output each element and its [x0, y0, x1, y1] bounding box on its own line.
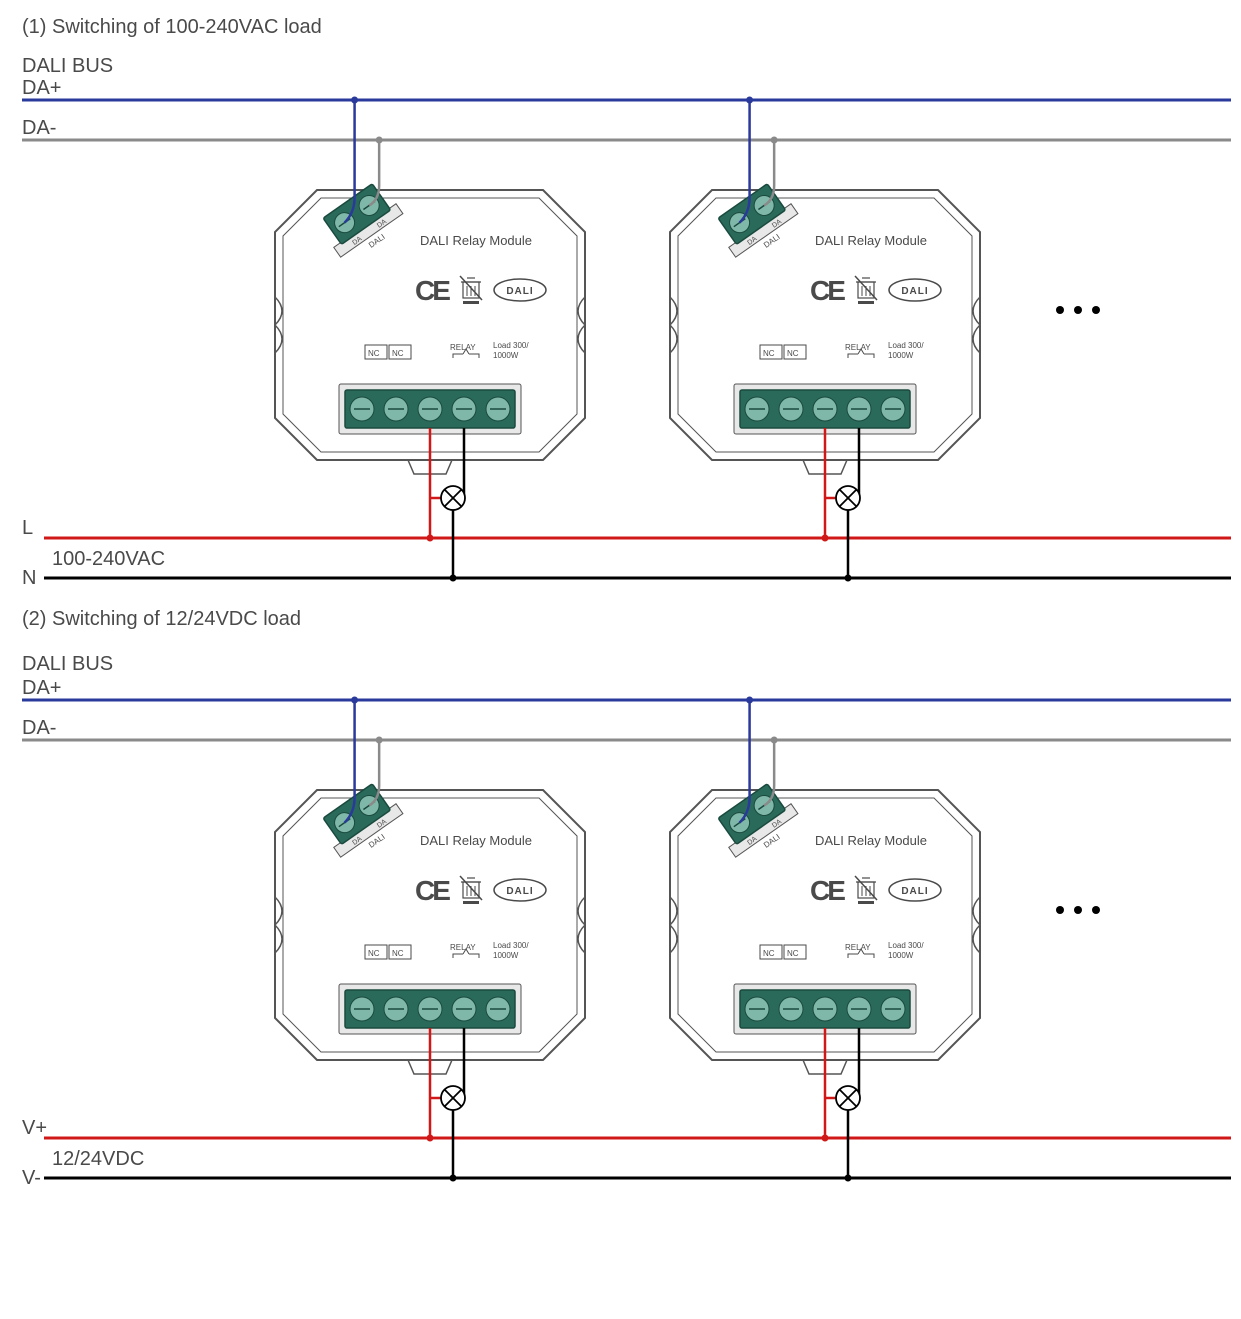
svg-text:12/24VDC: 12/24VDC [52, 1148, 144, 1170]
svg-text:N: N [22, 567, 36, 589]
svg-text:NC: NC [763, 349, 775, 358]
svg-text:DALI Relay Module: DALI Relay Module [815, 233, 927, 248]
svg-text:DALI: DALI [506, 286, 533, 297]
svg-text:100-240VAC: 100-240VAC [52, 548, 165, 570]
svg-text:DALI BUS: DALI BUS [22, 55, 113, 77]
svg-text:CE: CE [415, 875, 450, 906]
svg-text:V+: V+ [22, 1117, 47, 1139]
svg-text:RELAY: RELAY [845, 343, 871, 352]
svg-text:(2) Switching of 12/24VDC load: (2) Switching of 12/24VDC load [22, 608, 301, 630]
svg-text:Load 300/: Load 300/ [888, 941, 924, 950]
svg-text:L: L [22, 517, 33, 539]
svg-text:1000W: 1000W [493, 951, 519, 960]
svg-text:Load 300/: Load 300/ [493, 341, 529, 350]
svg-text:CE: CE [810, 875, 845, 906]
svg-text:NC: NC [787, 949, 799, 958]
svg-text:CE: CE [810, 275, 845, 306]
svg-text:NC: NC [368, 349, 380, 358]
svg-text:Load 300/: Load 300/ [888, 341, 924, 350]
svg-text:DALI BUS: DALI BUS [22, 653, 113, 675]
svg-text:DALI Relay Module: DALI Relay Module [420, 233, 532, 248]
svg-text:DA+: DA+ [22, 677, 61, 699]
svg-text:DALI Relay Module: DALI Relay Module [420, 833, 532, 848]
svg-text:NC: NC [392, 949, 404, 958]
svg-text:DALI: DALI [506, 886, 533, 897]
svg-text:Load 300/: Load 300/ [493, 941, 529, 950]
svg-text:DA-: DA- [22, 717, 56, 739]
svg-text:NC: NC [392, 349, 404, 358]
svg-text:DA+: DA+ [22, 77, 61, 99]
svg-text:NC: NC [368, 949, 380, 958]
svg-text:V-: V- [22, 1167, 41, 1189]
svg-text:(1) Switching of 100-240VAC lo: (1) Switching of 100-240VAC load [22, 16, 322, 38]
svg-text:DA-: DA- [22, 117, 56, 139]
svg-text:RELAY: RELAY [450, 343, 476, 352]
svg-text:1000W: 1000W [888, 351, 914, 360]
svg-text:NC: NC [763, 949, 775, 958]
svg-text:DALI Relay Module: DALI Relay Module [815, 833, 927, 848]
svg-text:RELAY: RELAY [450, 943, 476, 952]
svg-text:NC: NC [787, 349, 799, 358]
svg-text:DALI: DALI [901, 286, 928, 297]
svg-text:RELAY: RELAY [845, 943, 871, 952]
svg-text:1000W: 1000W [888, 951, 914, 960]
svg-text:1000W: 1000W [493, 351, 519, 360]
svg-text:DALI: DALI [901, 886, 928, 897]
svg-text:CE: CE [415, 275, 450, 306]
